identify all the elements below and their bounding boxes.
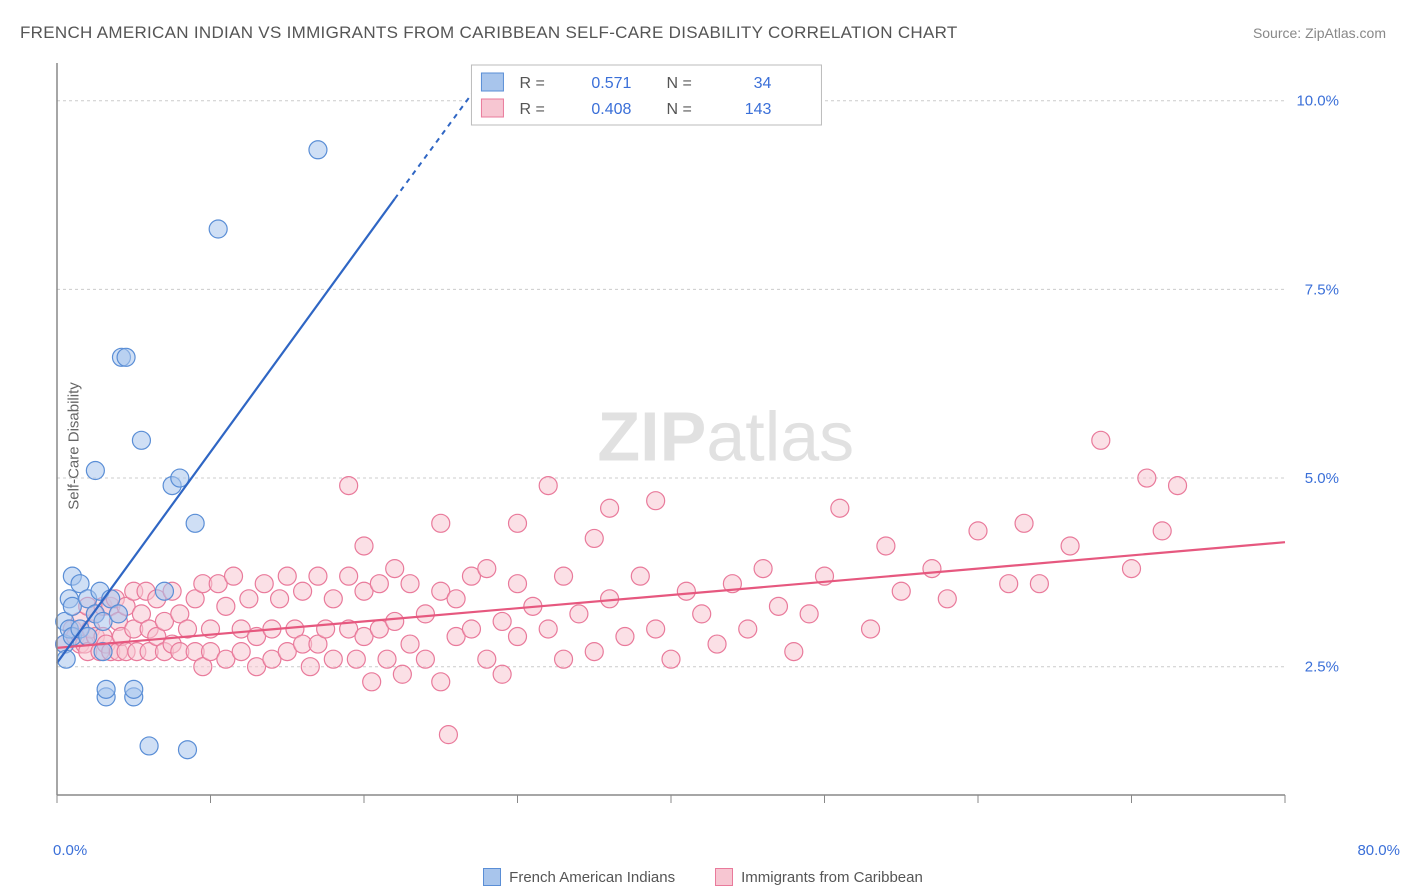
legend-swatch-pink [715, 868, 733, 886]
legend-label-blue: French American Indians [509, 869, 675, 886]
series-blue-points [56, 141, 327, 759]
stats-r-label: R = [519, 75, 544, 92]
stats-n-label: N = [666, 75, 691, 92]
stats-r-label: R = [519, 101, 544, 118]
y-tick-label: 5.0% [1305, 470, 1339, 487]
stats-box: R = 0.571 N = 34 R = 0.408 N = 143 [471, 65, 821, 125]
stats-n-label: N = [666, 101, 691, 118]
plot-area: 2.5%5.0%7.5%10.0%ZIPatlasR =0.571N =34R … [55, 55, 1345, 835]
chart-title: FRENCH AMERICAN INDIAN VS IMMIGRANTS FRO… [20, 23, 958, 43]
watermark: ZIPatlas [597, 398, 854, 476]
stats-n-value: 143 [745, 101, 772, 118]
source-attribution: Source: ZipAtlas.com [1253, 25, 1386, 41]
legend-label-pink: Immigrants from Caribbean [741, 869, 923, 886]
x-axis-labels: 0.0% 80.0% [55, 842, 1345, 862]
legend-item-pink: Immigrants from Caribbean [715, 868, 923, 886]
source-name: ZipAtlas.com [1305, 25, 1386, 41]
y-tick-label: 7.5% [1305, 281, 1339, 298]
x-min-label: 0.0% [53, 842, 87, 859]
stats-r-value: 0.408 [591, 101, 631, 118]
chart-header: FRENCH AMERICAN INDIAN VS IMMIGRANTS FRO… [20, 18, 1386, 48]
stats-n-value: 34 [754, 75, 772, 92]
scatter-chart: 2.5%5.0%7.5%10.0%ZIPatlasR =0.571N =34R … [55, 55, 1345, 835]
legend-bottom: French American Indians Immigrants from … [0, 868, 1406, 886]
source-prefix: Source: [1253, 25, 1305, 41]
legend-item-blue: French American Indians [483, 868, 675, 886]
x-max-label: 80.0% [1357, 842, 1400, 859]
stats-swatch-pink [481, 99, 503, 117]
y-tick-label: 10.0% [1296, 93, 1339, 110]
stats-r-value: 0.571 [591, 75, 631, 92]
legend-swatch-blue [483, 868, 501, 886]
stats-swatch-blue [481, 73, 503, 91]
trend-line-blue [57, 199, 395, 663]
y-tick-label: 2.5% [1305, 659, 1339, 676]
